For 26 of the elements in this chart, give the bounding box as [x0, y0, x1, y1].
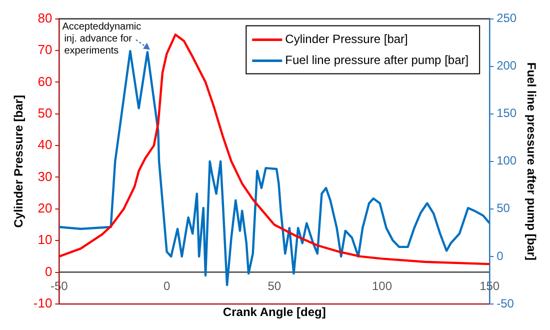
- y-tick-label: 70: [38, 42, 52, 58]
- y2-tick-label: 150: [496, 106, 517, 120]
- y2-tick-label: 0: [496, 248, 504, 263]
- x-axis-title: Crank Angle [deg]: [222, 305, 326, 319]
- y-tick-label: 40: [38, 137, 52, 152]
- legend-label: Fuel line pressure after pump [bar]: [285, 53, 469, 68]
- y-tick-label: 0: [44, 264, 52, 279]
- y-tick-label: -10: [33, 296, 52, 311]
- y-tick-label: 50: [38, 105, 52, 120]
- y-tick-label: 80: [38, 10, 52, 26]
- x-tick-label: 0: [163, 278, 170, 293]
- y2-axis-title: Fuel line pressure after pump [bar]: [524, 62, 538, 260]
- y2-tick-label: 200: [496, 58, 517, 73]
- y2-tick-label: -50: [496, 296, 514, 310]
- y-axis-title: Cylinder Pressure [bar]: [12, 95, 26, 228]
- y2-tick-label: 50: [496, 201, 510, 216]
- y-tick-label: 10: [38, 232, 52, 248]
- y2-tick-label: 100: [496, 154, 517, 168]
- y-tick-label: 60: [38, 74, 52, 89]
- y-tick-label: 20: [38, 200, 52, 216]
- legend-label: Cylinder Pressure [bar]: [285, 32, 408, 46]
- y2-tick-label: 250: [496, 11, 517, 26]
- annotation: Accepteddynamic inj. advance for experiments: [62, 22, 142, 57]
- y-tick-label: 30: [38, 168, 52, 184]
- x-tick-label: 50: [268, 278, 282, 293]
- x-tick-label: 100: [372, 278, 392, 293]
